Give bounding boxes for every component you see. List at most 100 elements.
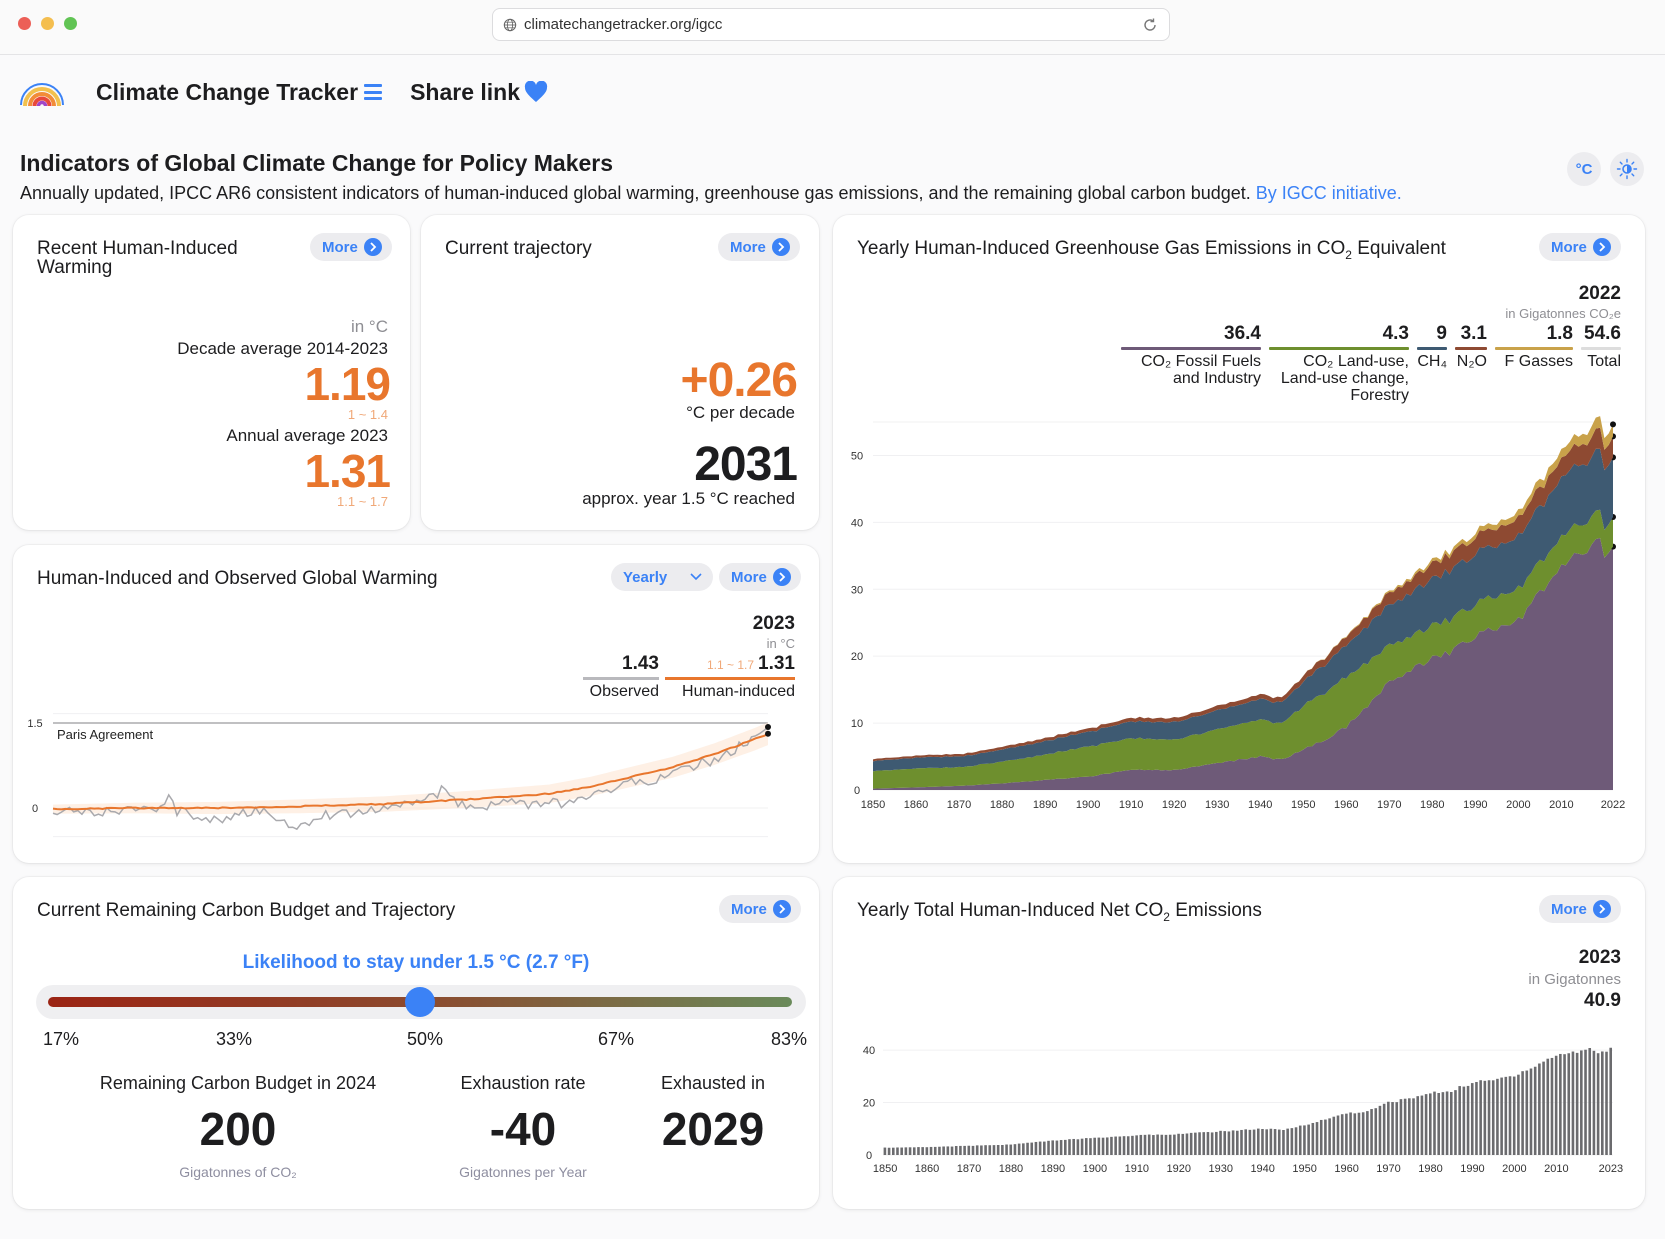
y-tick-label: 40: [863, 1045, 875, 1057]
bar: [1424, 1094, 1428, 1155]
bar: [1248, 1129, 1252, 1155]
y-tick-label: 40: [851, 517, 863, 529]
legend-human-induced: 1.1 ~ 1.7 1.31 Human-induced: [665, 653, 795, 701]
x-tick-label: 1850: [873, 1163, 897, 1175]
bar: [1252, 1129, 1256, 1155]
bar: [1236, 1130, 1239, 1155]
bar: [938, 1146, 941, 1155]
bar: [1533, 1066, 1537, 1155]
bar: [1420, 1095, 1424, 1155]
likelihood-tick[interactable]: 67%: [597, 1029, 635, 1049]
net-co2-bar-chart: 0 20 40 1850 1860 1870 1880 1890 1900 1910 1920 193…: [863, 1045, 1623, 1175]
more-label: More: [1551, 238, 1587, 256]
rainbow-logo-icon[interactable]: [18, 75, 66, 109]
y-tick-label: 20: [851, 651, 863, 663]
bar: [1231, 1130, 1235, 1155]
more-button[interactable]: More: [718, 233, 800, 261]
share-link[interactable]: Share link: [410, 78, 520, 105]
bar: [1080, 1138, 1084, 1155]
close-window-button[interactable]: [18, 17, 31, 30]
igcc-initiative-link[interactable]: By IGCC initiative.: [1255, 183, 1402, 203]
legend-label: CH₄: [1417, 353, 1447, 370]
legend-item: 9 CH₄: [1417, 323, 1447, 370]
likelihood-tick[interactable]: 50%: [406, 1029, 444, 1049]
bar: [1110, 1136, 1113, 1155]
bar: [1227, 1131, 1231, 1155]
period-select[interactable]: Yearly: [611, 563, 714, 591]
site-nav: Climate Change Tracker Share link: [18, 70, 548, 114]
likelihood-tick[interactable]: 33%: [215, 1029, 253, 1049]
bar: [1168, 1134, 1172, 1155]
minimize-window-button[interactable]: [41, 17, 54, 30]
carbon-budget-card: Current Remaining Carbon Budget and Traj…: [13, 877, 819, 1209]
card-title: Current Remaining Carbon Budget and Traj…: [37, 900, 456, 921]
chevron-right-icon: [772, 900, 791, 918]
title-subscript: 2: [1163, 909, 1170, 924]
likelihood-tick[interactable]: 83%: [770, 1029, 807, 1049]
reload-icon[interactable]: [1141, 16, 1159, 34]
likelihood-tick[interactable]: 17%: [43, 1029, 80, 1049]
bar: [1374, 1108, 1378, 1155]
bar: [1500, 1077, 1503, 1155]
bar: [1026, 1142, 1029, 1155]
x-tick-label: 1950: [1291, 799, 1315, 811]
y-tick-label: 20: [863, 1098, 875, 1110]
maximize-window-button[interactable]: [64, 17, 77, 30]
bar: [1055, 1140, 1059, 1155]
menu-icon[interactable]: [364, 84, 383, 100]
bar: [1277, 1129, 1281, 1155]
bar: [1177, 1133, 1180, 1155]
heart-icon[interactable]: [524, 81, 548, 103]
x-tick-label: 1990: [1463, 799, 1487, 811]
likelihood-label: Likelihood to stay under 1.5 °C (2.7 °F): [242, 952, 590, 973]
bar: [1483, 1080, 1487, 1155]
bar: [1135, 1135, 1138, 1155]
legend-item: 4.3 CO₂ Land-use, Land-use change, Forest…: [1269, 323, 1409, 404]
legend-swatch: [1121, 347, 1261, 350]
bar: [996, 1145, 1000, 1155]
bar: [1022, 1143, 1025, 1155]
likelihood-slider-thumb[interactable]: [405, 987, 435, 1017]
bar: [1517, 1074, 1520, 1155]
temperature-unit-toggle[interactable]: °C: [1567, 152, 1601, 186]
net-co2-card: Yearly Total Human-Induced Net CO2 Emiss…: [833, 877, 1645, 1209]
observed-label: Observed: [589, 683, 659, 700]
bar: [1370, 1109, 1373, 1155]
bar: [1542, 1061, 1545, 1155]
observed-end-point: [765, 723, 771, 730]
legend-label: F Gasses: [1504, 353, 1573, 370]
brand-link[interactable]: Climate Change Tracker: [96, 78, 359, 105]
bar: [929, 1146, 933, 1155]
legend-unit: in °C: [766, 636, 795, 651]
theme-toggle[interactable]: [1610, 152, 1644, 186]
more-label: More: [1551, 900, 1587, 918]
bar: [967, 1145, 971, 1155]
bar: [942, 1146, 945, 1155]
bar: [1194, 1132, 1197, 1155]
bar: [1475, 1081, 1478, 1155]
more-button[interactable]: More: [719, 563, 801, 591]
ghg-stacked-area-chart: 0 10 20 30 40 50 1850 1860 1870 1880 1890 1900 1910 1…: [851, 416, 1625, 811]
bar: [1412, 1098, 1415, 1155]
bar: [1038, 1141, 1042, 1155]
page-header: Indicators of Global Climate Change for …: [20, 150, 1402, 204]
x-tick-label: 1910: [1119, 799, 1143, 811]
bar: [1328, 1118, 1331, 1155]
more-label: More: [322, 238, 358, 256]
y-tick-label: 0: [854, 785, 860, 797]
bar: [1319, 1119, 1323, 1155]
y-tick-label: 10: [851, 718, 863, 730]
card-title: Recent Human-Induced Warming: [37, 238, 238, 278]
more-button[interactable]: More: [1539, 895, 1621, 923]
bar: [1131, 1135, 1134, 1155]
page-title: Indicators of Global Climate Change for …: [20, 150, 614, 176]
more-button[interactable]: More: [310, 233, 392, 261]
x-tick-label: 2010: [1549, 799, 1573, 811]
bar: [1147, 1134, 1151, 1155]
bar: [1097, 1137, 1101, 1155]
legend-year: 2023: [1578, 947, 1621, 968]
decade-label: Decade average 2014-2023: [177, 339, 388, 358]
address-bar[interactable]: climatechangetracker.org/igcc: [492, 8, 1170, 41]
more-button[interactable]: More: [719, 895, 801, 923]
more-button[interactable]: More: [1539, 233, 1621, 261]
